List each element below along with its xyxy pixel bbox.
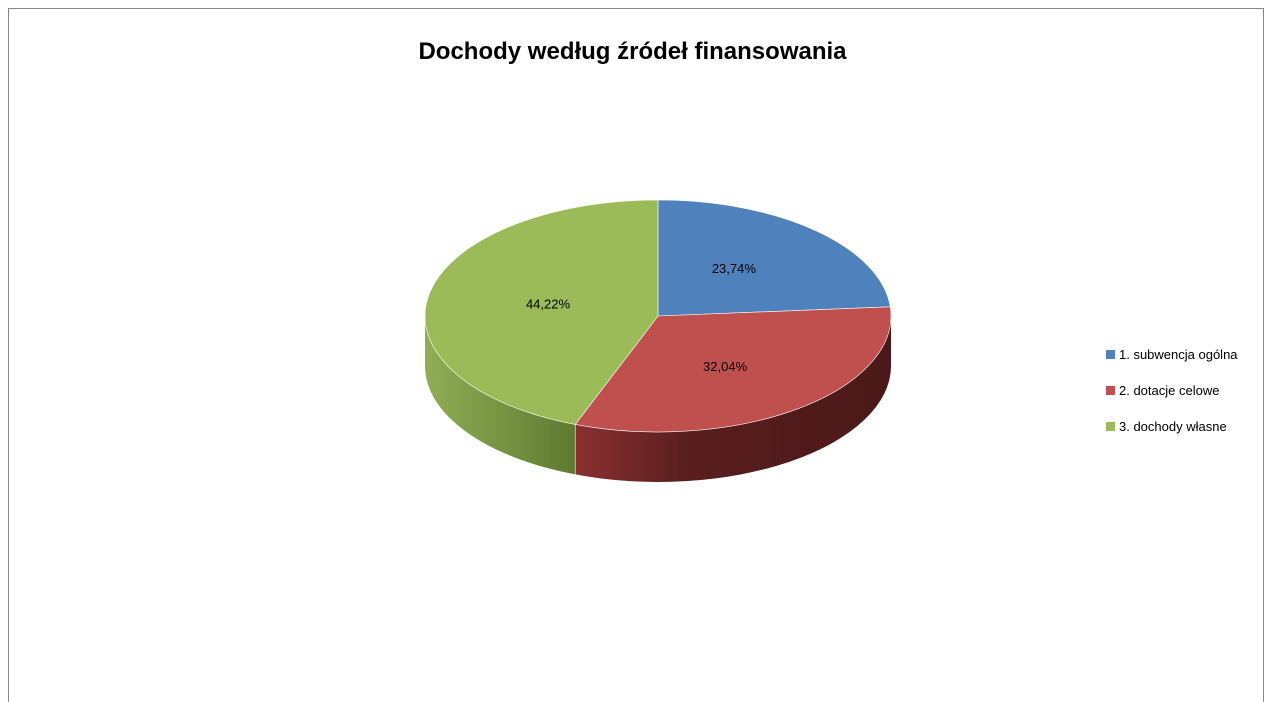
pie-slice — [574, 306, 892, 433]
legend-item: 1. subwencja ogólna — [1106, 344, 1238, 364]
pie-slice — [424, 199, 659, 425]
legend-swatch-blue — [1106, 349, 1115, 359]
legend-item: 3. dochody własne — [1106, 416, 1238, 436]
legend: 1. subwencja ogólna 2. dotacje celowe 3.… — [1106, 344, 1238, 452]
legend-label: 3. dochody własne — [1119, 418, 1227, 434]
legend-swatch-green — [1106, 421, 1115, 431]
data-label: 32,04% — [703, 359, 748, 374]
chart-title: Dochody według źródeł finansowania — [418, 38, 847, 65]
data-label: 23,74% — [712, 261, 757, 276]
legend-label: 1. subwencja ogólna — [1119, 346, 1238, 362]
legend-item: 2. dotacje celowe — [1106, 380, 1238, 400]
legend-label: 2. dotacje celowe — [1119, 382, 1220, 398]
data-label: 44,22% — [526, 296, 571, 311]
pie-slice — [657, 199, 891, 317]
pie-slice-side — [425, 316, 576, 475]
pie-slice-side — [575, 316, 891, 482]
legend-swatch-red — [1106, 385, 1115, 395]
